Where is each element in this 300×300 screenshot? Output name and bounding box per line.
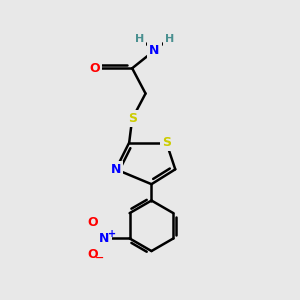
- Text: N: N: [149, 44, 160, 57]
- Text: H: H: [135, 34, 144, 44]
- Text: N: N: [99, 232, 110, 245]
- Text: S: S: [128, 112, 137, 125]
- Text: S: S: [162, 136, 171, 149]
- Text: O: O: [90, 62, 100, 75]
- Text: +: +: [108, 229, 116, 239]
- Text: −: −: [95, 253, 105, 263]
- Text: N: N: [111, 163, 121, 176]
- Text: O: O: [87, 216, 98, 229]
- Text: O: O: [87, 248, 98, 261]
- Text: H: H: [165, 34, 174, 44]
